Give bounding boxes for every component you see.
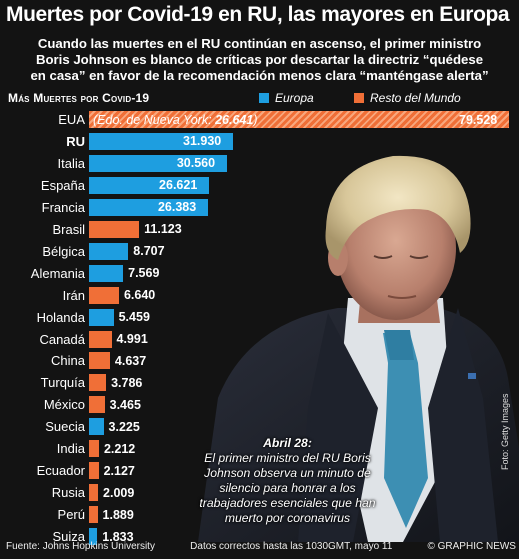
country-label: EUA <box>58 112 85 127</box>
bar-chart: EUA 79.528 (Edo. de Nueva York: 26.641) RU 3… <box>0 108 519 546</box>
photo-caption: Abril 28: El primer ministro del RU Bori… <box>195 436 380 526</box>
value-label: 4.637 <box>114 353 147 368</box>
value-label: 11.123 <box>144 222 182 237</box>
value-label: 2.009 <box>103 485 135 500</box>
country-label: Holanda <box>36 309 85 325</box>
value-label: 3.225 <box>108 419 140 434</box>
nyc-annotation-value: 26.641 <box>215 112 254 127</box>
country-label: RU <box>66 133 85 149</box>
bar <box>89 418 104 436</box>
country-label: Bélgica <box>42 243 85 259</box>
value-label: 79.528 <box>459 112 498 127</box>
value-label: 30.560 <box>176 156 216 171</box>
value-label: 6.640 <box>123 288 156 303</box>
caption-title: Abril 28: <box>263 436 312 450</box>
nyc-annotation: (Edo. de Nueva York: 26.641) <box>93 113 257 127</box>
bar <box>89 154 227 172</box>
legend-rest-label: Resto del Mundo <box>370 91 461 105</box>
bar <box>89 462 99 480</box>
country-label: Ecuador <box>36 463 85 479</box>
footer-source: Fuente: Johns Hopkins University <box>6 541 155 552</box>
country-label: Rusia <box>51 485 85 501</box>
bar <box>89 528 98 546</box>
country-label: México <box>43 397 85 413</box>
value-label: 2.127 <box>103 463 135 478</box>
country-label: India <box>56 441 85 457</box>
bar <box>89 176 210 194</box>
bar <box>89 330 112 348</box>
caption-text: El primer ministro del RU Boris Johnson … <box>199 451 376 525</box>
country-label: España <box>40 177 85 193</box>
bar <box>89 352 110 370</box>
subtitle-line-3: en casa” en favor de la recomendación me… <box>30 68 489 83</box>
country-label: Irán <box>62 287 85 303</box>
legend-europe-label: Europa <box>275 91 314 105</box>
footer-brand: © GRAPHIC NEWS <box>427 541 516 552</box>
bar <box>89 220 140 238</box>
country-label: Francia <box>41 199 85 215</box>
chart-title: Más Muertes por Covid-19 <box>8 91 150 105</box>
country-label: Suiza <box>52 529 85 545</box>
value-label: 3.465 <box>109 397 141 412</box>
country-label: China <box>51 353 85 369</box>
bar <box>89 440 99 458</box>
footer: Fuente: Johns Hopkins University Datos c… <box>6 541 516 552</box>
subtitle: Cuando las muertes en el RU continúan en… <box>0 36 519 84</box>
bar <box>89 198 208 216</box>
value-label: 26.621 <box>159 178 198 193</box>
value-label: 1.833 <box>102 529 134 544</box>
legend-rest: Resto del Mundo <box>354 91 461 105</box>
bar <box>89 396 105 414</box>
value-label: 31.930 <box>183 134 222 149</box>
legend-rest-swatch <box>354 93 364 103</box>
bar <box>89 264 124 282</box>
value-label: 3.786 <box>111 375 143 390</box>
page-title: Muertes por Covid-19 en RU, las mayores … <box>6 3 510 26</box>
bar <box>89 286 119 304</box>
bar <box>89 308 114 326</box>
footer-date: Datos correctos hasta las 1030GMT, mayo … <box>190 541 393 552</box>
boris-johnson-photo <box>198 155 519 542</box>
value-label: 2.212 <box>103 441 136 456</box>
value-label: 8.707 <box>133 244 165 259</box>
bar <box>89 484 99 502</box>
bar <box>89 506 98 524</box>
bar <box>89 374 107 392</box>
subtitle-line-1: Cuando las muertes en el RU continúan en… <box>37 36 482 51</box>
value-label: 4.991 <box>116 332 148 346</box>
country-label: Canadá <box>39 331 85 347</box>
country-label: Perú <box>57 507 85 523</box>
country-label: Turquía <box>40 375 85 391</box>
legend-europe-swatch <box>259 93 269 103</box>
country-label: Brasil <box>52 221 85 237</box>
value-label: 7.569 <box>128 266 160 281</box>
country-label: Alemania <box>30 265 85 281</box>
subtitle-line-2: Boris Johnson es blanco de críticas por … <box>35 52 484 67</box>
bar <box>89 111 509 128</box>
country-label: Suecia <box>45 419 85 435</box>
value-label: 26.383 <box>157 200 197 215</box>
country-label: Italia <box>57 155 85 171</box>
value-label: 1.889 <box>102 507 134 522</box>
bar <box>89 132 233 150</box>
nyc-annotation-text: (Edo. de Nueva York: <box>93 112 216 127</box>
legend-europe: Europa <box>259 91 314 105</box>
value-label: 5.459 <box>118 310 150 325</box>
bar <box>89 242 129 260</box>
nyc-annotation-close: ) <box>253 112 258 127</box>
